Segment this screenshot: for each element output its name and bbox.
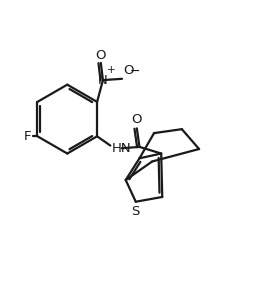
Text: O: O — [132, 113, 142, 126]
Text: N: N — [98, 74, 108, 87]
Text: +: + — [107, 65, 116, 75]
Text: O: O — [96, 49, 106, 62]
Text: O: O — [123, 64, 134, 78]
Text: −: − — [129, 64, 140, 78]
Text: F: F — [24, 130, 32, 143]
Text: HN: HN — [112, 142, 131, 155]
Text: S: S — [132, 205, 140, 218]
